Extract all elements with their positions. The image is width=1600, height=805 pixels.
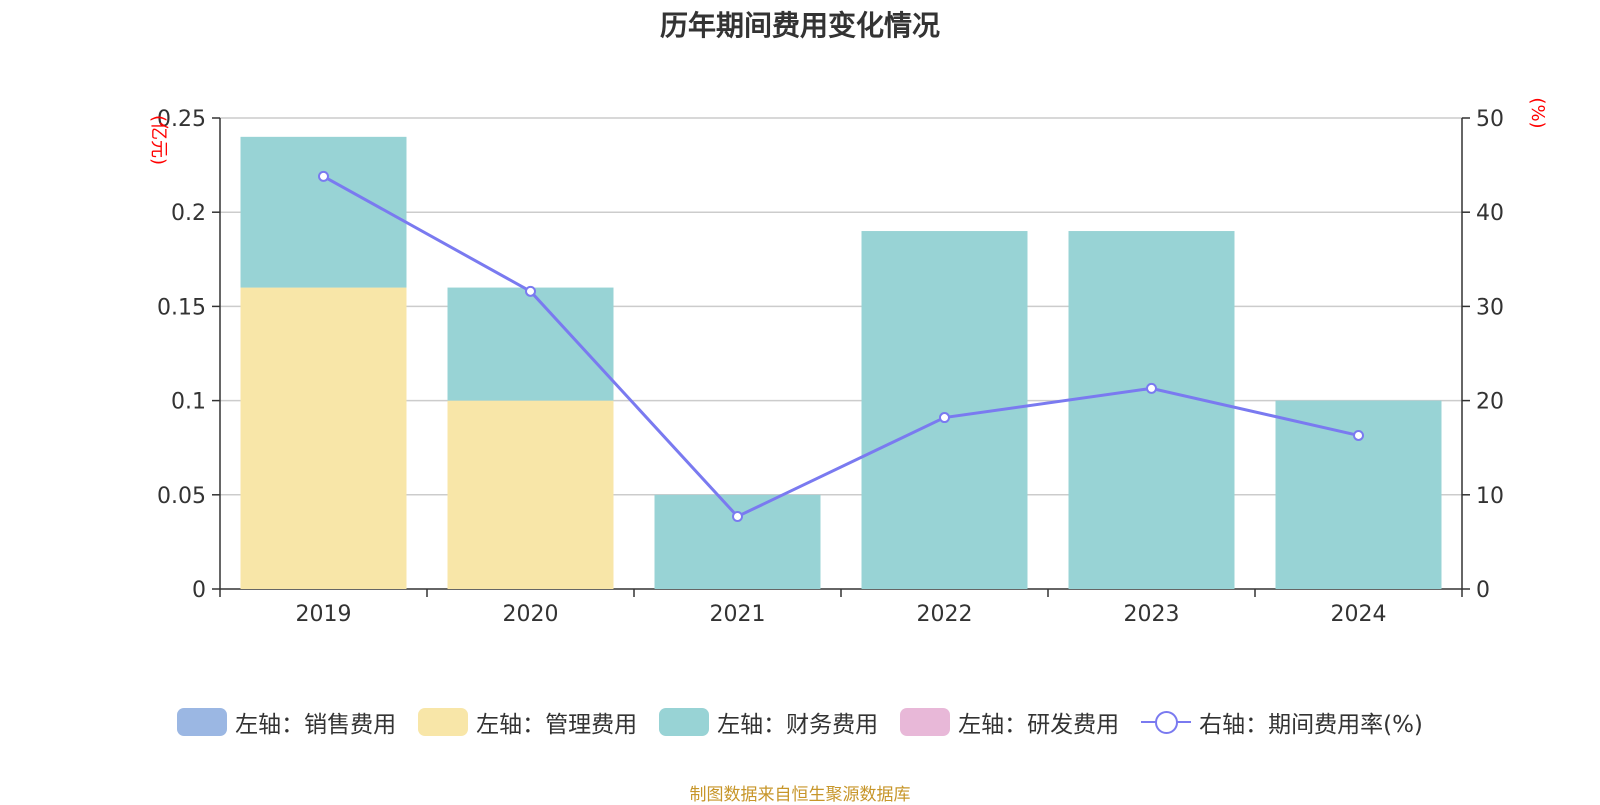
legend-swatch xyxy=(418,708,469,736)
right-tick-label: 0 xyxy=(1476,578,1490,603)
bar xyxy=(240,136,407,288)
rate-point xyxy=(1353,429,1364,441)
right-tick-label: 10 xyxy=(1476,484,1504,509)
legend-label: 左轴：财务费用 xyxy=(717,712,879,738)
right-tick-label: 20 xyxy=(1476,390,1504,415)
rate-point xyxy=(1146,382,1157,394)
legend-item[interactable]: 左轴：财务费用 xyxy=(659,705,878,739)
bar xyxy=(447,400,614,589)
left-tick-label: 0.1 xyxy=(171,390,206,415)
x-tick-label: 2021 xyxy=(710,602,766,627)
chart-legend: 左轴：销售费用 左轴：管理费用 左轴：财务费用 左轴：研发费用 右轴：期间费用率(%) xyxy=(0,705,1600,739)
bar xyxy=(654,494,821,589)
bar xyxy=(1275,400,1442,589)
rate-point xyxy=(525,285,536,297)
right-tick-label: 40 xyxy=(1476,201,1504,226)
rate-point xyxy=(939,412,950,424)
bar xyxy=(1068,231,1235,590)
right-tick-label: 50 xyxy=(1476,107,1504,132)
legend-label: 左轴：管理费用 xyxy=(476,712,638,738)
x-tick-label: 2023 xyxy=(1124,602,1180,627)
left-tick-label: 0.05 xyxy=(157,484,206,509)
rate-point xyxy=(318,170,329,182)
x-tick-label: 2022 xyxy=(917,602,973,627)
x-tick-label: 2020 xyxy=(503,602,559,627)
legend-label: 左轴：研发费用 xyxy=(958,712,1120,738)
source-note: 制图数据来自恒生聚源数据库 xyxy=(689,785,911,805)
left-tick-label: 0 xyxy=(192,578,206,603)
legend-label: 左轴：销售费用 xyxy=(235,712,397,738)
legend-line-swatch xyxy=(1141,708,1192,736)
bar xyxy=(240,287,407,589)
legend-item[interactable]: 左轴：管理费用 xyxy=(418,705,637,739)
legend-swatch xyxy=(177,708,228,736)
legend-swatch xyxy=(900,708,951,736)
chart-title: 历年期间费用变化情况 xyxy=(659,9,940,42)
legend-label: 右轴：期间费用率(%) xyxy=(1199,712,1423,738)
legend-swatch xyxy=(659,708,710,736)
right-tick-label: 30 xyxy=(1476,295,1504,320)
x-tick-label: 2019 xyxy=(296,602,352,627)
legend-item[interactable]: 右轴：期间费用率(%) xyxy=(1141,705,1423,739)
left-tick-label: 0.25 xyxy=(157,107,206,132)
left-unit-label: (亿元) xyxy=(148,115,169,165)
x-tick-label: 2024 xyxy=(1331,602,1387,627)
right-unit-label: (%) xyxy=(1527,97,1548,128)
rate-line xyxy=(322,175,1359,519)
legend-item[interactable]: 左轴：研发费用 xyxy=(900,705,1119,739)
left-tick-label: 0.15 xyxy=(157,295,206,320)
legend-item[interactable]: 左轴：销售费用 xyxy=(177,705,396,739)
rate-point xyxy=(732,510,743,522)
left-tick-label: 0.2 xyxy=(171,201,206,226)
bar xyxy=(447,287,614,401)
